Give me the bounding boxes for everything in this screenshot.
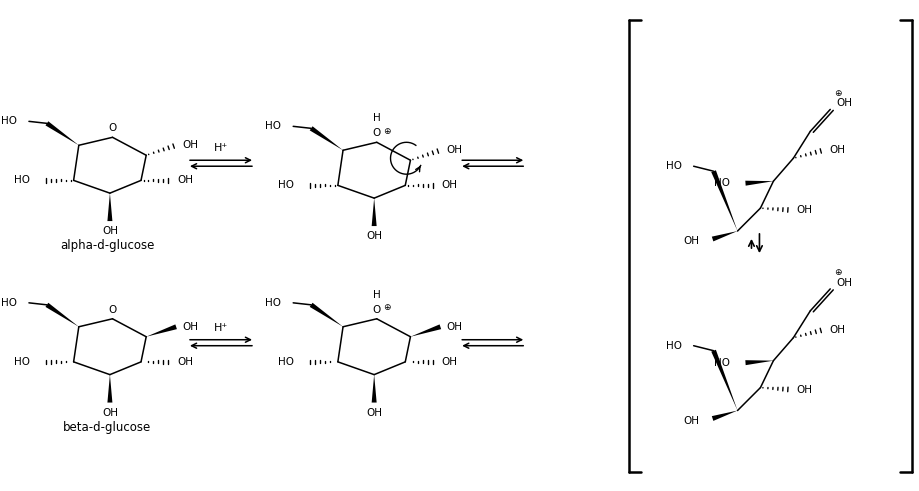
Text: OH: OH (836, 98, 852, 109)
Text: HO: HO (713, 357, 730, 368)
Text: ⊕: ⊕ (383, 303, 391, 312)
Text: O: O (108, 123, 117, 134)
Text: OH: OH (176, 357, 193, 367)
Text: HO: HO (713, 178, 730, 188)
Text: ⊕: ⊕ (383, 127, 391, 136)
Polygon shape (45, 303, 79, 327)
Polygon shape (310, 126, 343, 150)
Text: OH: OH (797, 205, 812, 215)
Polygon shape (108, 375, 112, 403)
Polygon shape (108, 193, 112, 221)
Text: OH: OH (441, 357, 457, 367)
Polygon shape (310, 303, 343, 327)
Text: HO: HO (665, 341, 682, 351)
Text: OH: OH (182, 140, 199, 150)
Polygon shape (711, 170, 738, 231)
Polygon shape (745, 181, 774, 186)
Polygon shape (45, 121, 79, 145)
Text: HO: HO (14, 175, 29, 186)
Text: H⁺: H⁺ (214, 143, 228, 153)
Polygon shape (371, 375, 377, 403)
Polygon shape (712, 231, 738, 242)
Text: OH: OH (447, 322, 462, 332)
Text: alpha-d-glucose: alpha-d-glucose (60, 240, 154, 252)
Text: OH: OH (447, 145, 462, 155)
Text: beta-d-glucose: beta-d-glucose (63, 421, 152, 434)
Text: HO: HO (1, 116, 17, 126)
Text: OH: OH (836, 278, 852, 288)
Text: OH: OH (182, 322, 199, 332)
Text: OH: OH (366, 231, 382, 241)
Text: OH: OH (102, 226, 118, 236)
Polygon shape (371, 198, 377, 226)
Text: H: H (373, 290, 380, 300)
Text: HO: HO (1, 298, 17, 308)
Text: H⁺: H⁺ (214, 323, 228, 333)
Text: OH: OH (366, 408, 382, 417)
Polygon shape (411, 325, 441, 337)
Text: OH: OH (684, 236, 699, 246)
Text: H: H (373, 113, 380, 123)
Text: OH: OH (829, 145, 845, 155)
Polygon shape (745, 360, 774, 365)
Text: OH: OH (684, 415, 699, 426)
Text: HO: HO (665, 161, 682, 171)
Text: OH: OH (176, 175, 193, 186)
Polygon shape (146, 325, 177, 337)
Polygon shape (711, 350, 738, 410)
Text: ⊕: ⊕ (834, 89, 842, 98)
Text: OH: OH (102, 408, 118, 417)
Text: HO: HO (278, 357, 294, 367)
Polygon shape (712, 410, 738, 421)
Text: HO: HO (14, 357, 29, 367)
Text: HO: HO (266, 121, 281, 131)
Text: O: O (372, 305, 380, 315)
Text: O: O (108, 305, 117, 315)
Text: OH: OH (797, 384, 812, 395)
Text: HO: HO (266, 298, 281, 308)
Text: OH: OH (441, 180, 457, 191)
Text: HO: HO (278, 180, 294, 191)
Text: OH: OH (829, 325, 845, 335)
Text: O: O (372, 128, 380, 138)
Text: ⊕: ⊕ (834, 269, 842, 277)
